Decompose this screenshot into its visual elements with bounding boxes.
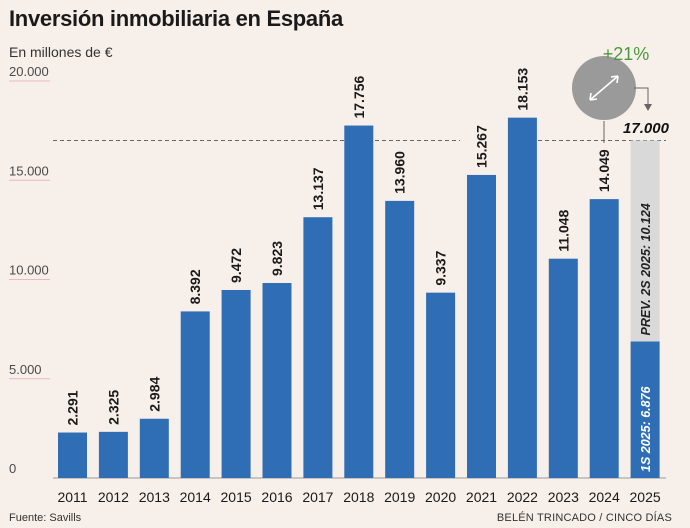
bar-value-label: 2.325 — [105, 390, 121, 425]
bar-2025-total-label: 17.000 — [623, 120, 670, 137]
bar-2012 — [98, 431, 128, 478]
x-tick-label: 2022 — [507, 489, 538, 505]
bar-value-label: 9.337 — [433, 250, 449, 285]
bar-2021 — [467, 174, 496, 478]
bar-2019 — [385, 200, 415, 479]
growth-arrow-icon — [589, 75, 619, 101]
y-tick-label: 0 — [9, 461, 16, 476]
bar-value-label: 14.049 — [596, 149, 612, 192]
bar-2025-forecast — [630, 140, 660, 342]
bar-value-label: 2.984 — [146, 377, 162, 412]
x-tick-label: 2025 — [630, 489, 661, 505]
bar-2025-actual — [630, 341, 660, 478]
bar-value-label: 13.960 — [392, 151, 408, 194]
bar-2014 — [180, 311, 210, 478]
connector-arrow-icon — [634, 87, 649, 104]
bar-value-label: 18.153 — [514, 68, 530, 111]
x-tick-label: 2018 — [343, 489, 374, 505]
x-tick-label: 2019 — [384, 489, 415, 505]
source-note: Fuente: Savills — [9, 512, 82, 524]
bar-2025-forecast-label: PREV. 2S 2025: 10.124 — [639, 203, 653, 335]
bar-value-label: 11.048 — [555, 209, 571, 251]
y-tick-label: 20.000 — [9, 64, 49, 79]
bar-2013 — [139, 418, 169, 478]
bar-value-label: 2.291 — [65, 390, 81, 425]
growth-label: +21% — [603, 44, 650, 64]
growth-arrow-icon — [589, 92, 598, 101]
bar-2017 — [303, 217, 333, 479]
y-tick-label: 5.000 — [9, 362, 42, 377]
bar-value-label: 15.267 — [474, 125, 490, 168]
y-tick-label: 15.000 — [9, 163, 49, 178]
x-tick-label: 2016 — [261, 489, 292, 505]
bar-2023 — [548, 258, 578, 478]
bar-value-label: 17.756 — [351, 76, 367, 119]
chart-subtitle: En millones de € — [9, 44, 113, 60]
bar-2020 — [426, 292, 456, 478]
bar-value-label: 13.137 — [310, 167, 326, 210]
x-tick-label: 2014 — [180, 489, 211, 505]
bar-2011 — [58, 432, 87, 478]
x-tick-label: 2020 — [425, 489, 456, 505]
bar-2025-actual-label: 1S 2025: 6.876 — [639, 385, 653, 472]
bar-2016 — [262, 283, 292, 478]
bar-2015 — [221, 289, 251, 478]
bar-2022 — [507, 117, 537, 478]
x-tick-label: 2021 — [466, 489, 497, 505]
x-tick-label: 2017 — [302, 489, 333, 505]
connector-arrowhead-icon — [644, 104, 652, 111]
x-tick-label: 2023 — [548, 489, 579, 505]
x-tick-label: 2024 — [589, 489, 620, 505]
chart-title: Inversión inmobiliaria en España — [9, 6, 343, 31]
bar-value-label: 9.472 — [228, 248, 244, 283]
author-credit: BELÉN TRINCADO / CINCO DÍAS — [496, 512, 672, 524]
bar-value-label: 8.392 — [187, 269, 203, 304]
bar-2024 — [589, 199, 619, 478]
y-tick-label: 10.000 — [9, 263, 49, 278]
x-tick-label: 2013 — [139, 489, 170, 505]
x-tick-label: 2012 — [98, 489, 129, 505]
x-tick-label: 2015 — [221, 489, 252, 505]
growth-arrow-icon — [610, 75, 619, 84]
bar-value-label: 9.823 — [269, 241, 285, 276]
bar-2018 — [344, 125, 374, 479]
x-tick-label: 2011 — [57, 489, 87, 505]
